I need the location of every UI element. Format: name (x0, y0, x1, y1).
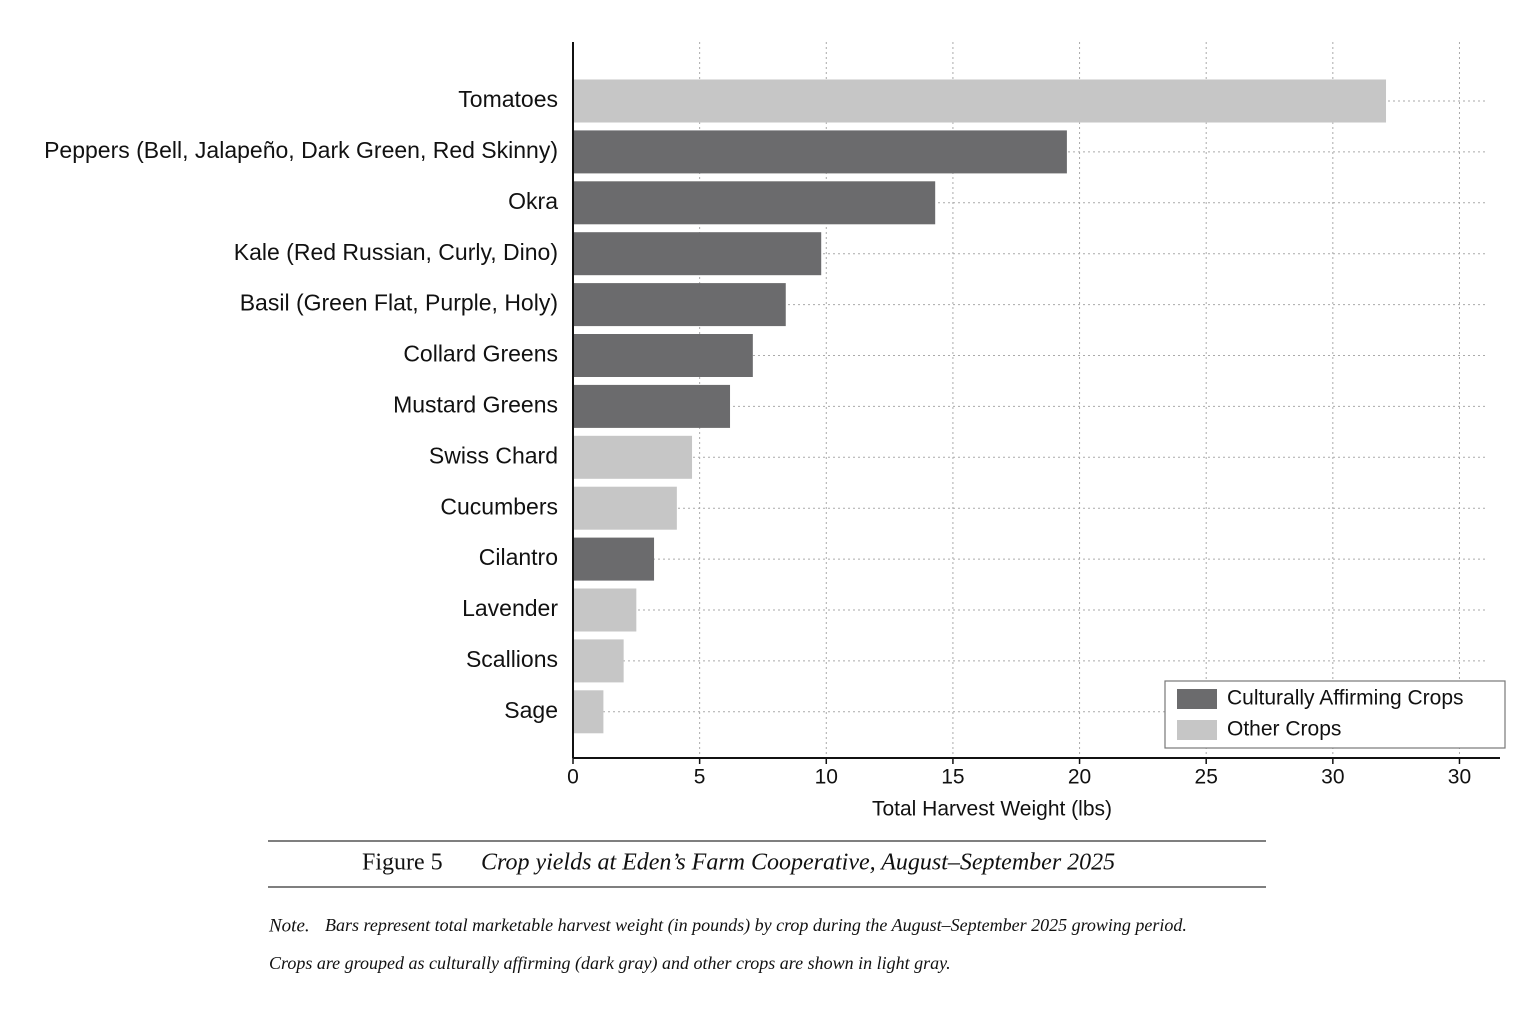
x-tick-label: 30 (1448, 766, 1471, 789)
x-tick-label: 15 (941, 766, 964, 789)
bar (573, 537, 655, 581)
x-tick-label: 20 (1068, 766, 1091, 789)
y-tick-label: Collard Greens (403, 341, 558, 367)
bar (573, 384, 731, 428)
y-tick-label: Lavender (462, 595, 558, 621)
bar (573, 283, 786, 327)
y-tick-label: Basil (Green Flat, Purple, Holy) (240, 290, 558, 316)
x-tick-label: 25 (1195, 766, 1218, 789)
figure-label: Figure 5 (362, 850, 443, 876)
y-tick-label: Kale (Red Russian, Curly, Dino) (234, 239, 558, 265)
y-tick-label: Scallions (466, 646, 558, 672)
bar (573, 232, 822, 276)
bar (573, 588, 637, 632)
x-axis-label: Total Harvest Weight (lbs) (872, 798, 1112, 821)
bar (573, 334, 753, 377)
y-tick-label: Okra (508, 188, 558, 214)
x-tick-label: 10 (815, 766, 838, 789)
x-tick-label: 5 (694, 766, 706, 789)
bar (573, 181, 936, 225)
bar (573, 435, 693, 479)
legend-box (1164, 680, 1506, 749)
note: Crops are grouped as culturally affirmin… (269, 953, 951, 974)
bar (573, 486, 677, 530)
y-tick-label: Cucumbers (440, 493, 558, 519)
y-tick-label: Cilantro (479, 544, 558, 570)
bar (573, 690, 604, 734)
y-tick-label: Swiss Chard (429, 442, 558, 468)
note-label: Note. (268, 915, 310, 936)
bar (573, 79, 1387, 123)
y-tick-label: Sage (504, 697, 558, 723)
legend-swatch (1177, 720, 1217, 740)
bar (573, 130, 1067, 174)
y-tick-label: Peppers (Bell, Jalapeño, Dark Green, Red… (44, 137, 558, 163)
legend-swatch (1177, 689, 1217, 709)
y-tick-label: Tomatoes (458, 86, 558, 112)
note: Bars represent total marketable harvest … (325, 915, 1187, 936)
caption: Crop yields at Eden’s Farm Cooperative, … (481, 850, 1115, 876)
legend-label: Culturally Affirming Crops (1227, 687, 1464, 710)
x-tick-label: 30 (1321, 766, 1344, 789)
x-tick-label: 0 (567, 766, 579, 789)
legend-label: Other Crops (1227, 718, 1341, 741)
y-tick-label: Mustard Greens (393, 391, 558, 417)
bar (573, 639, 624, 683)
